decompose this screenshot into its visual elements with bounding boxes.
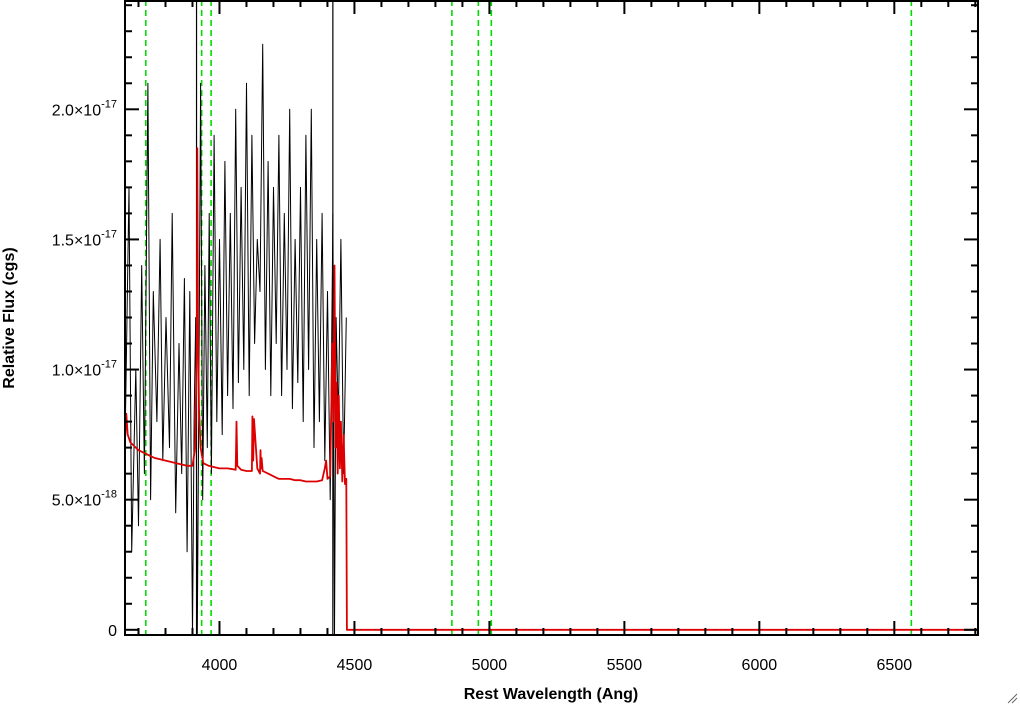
x-tick-label: 5000 bbox=[472, 657, 508, 674]
y-tick-label: 5.0×10-18 bbox=[52, 489, 117, 510]
x-tick-label: 6500 bbox=[877, 657, 913, 674]
series-group bbox=[125, 43, 978, 635]
y-tick-label: 2.0×10-17 bbox=[52, 98, 117, 119]
plot-frame bbox=[124, 0, 979, 636]
y-axis-ticks: 0 5.0×10-18 1.0×10-17 1.5×10-17 2.0×10-17 bbox=[52, 4, 978, 640]
y-tick-label: 1.0×10-17 bbox=[52, 359, 117, 380]
x-tick-label: 5500 bbox=[607, 657, 643, 674]
y-tick-label: 0 bbox=[108, 623, 117, 640]
series-line-1 bbox=[125, 147, 978, 631]
y-tick-label: 1.5×10-17 bbox=[52, 228, 117, 249]
axes bbox=[124, 0, 979, 636]
vertical-lines bbox=[144, 0, 913, 635]
x-tick-label: 4500 bbox=[337, 657, 373, 674]
x-tick-label: 4000 bbox=[202, 657, 238, 674]
series-line-0 bbox=[125, 43, 347, 635]
y-axis-title: Relative Flux (cgs) bbox=[1, 247, 18, 388]
x-axis-ticks: 4000 4500 5000 5500 6000 6500 bbox=[137, 0, 977, 674]
x-tick-label: 6000 bbox=[742, 657, 778, 674]
resize-grip-icon[interactable] bbox=[1006, 692, 1018, 704]
x-axis-title: Rest Wavelength (Ang) bbox=[464, 686, 639, 703]
